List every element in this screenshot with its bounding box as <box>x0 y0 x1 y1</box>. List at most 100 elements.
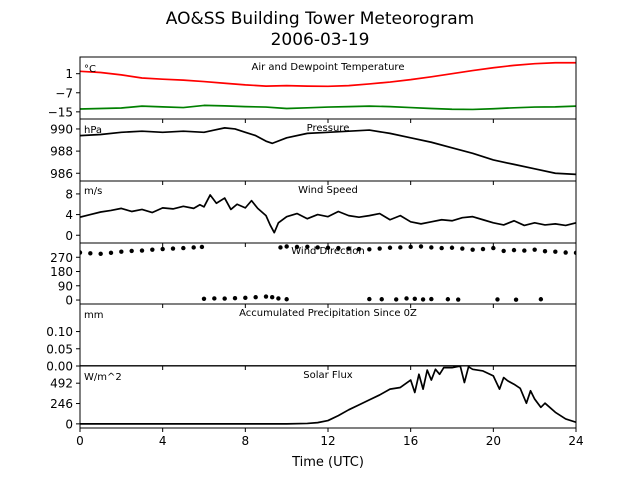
wind-direction-high-point <box>170 246 176 251</box>
precipitation-ytick-label: 0.05 <box>46 342 73 356</box>
x-tick-label: 20 <box>486 434 501 448</box>
temperature-unit: °C <box>84 64 96 75</box>
wind-direction-low-point <box>253 294 258 300</box>
solar-flux-ytick-label: 246 <box>50 397 73 411</box>
wind-direction-high-point <box>325 245 331 250</box>
x-axis-label: Time (UTC) <box>291 455 364 470</box>
wind-speed-panel: 8 4 0 Wind Speed m/s <box>65 180 577 247</box>
wind-direction-low-point <box>270 294 275 300</box>
solar-flux-ytick-label: 492 <box>50 377 73 391</box>
pressure-title: Pressure <box>307 123 350 134</box>
wind-direction-low-point <box>243 295 248 301</box>
wind-direction-high-point <box>532 247 537 252</box>
wind-direction-low-point <box>420 297 426 302</box>
wind-direction-low-point <box>429 296 434 302</box>
solar-flux-panel: 492 246 0 Solar Flux W/m^2 0 4 8 12 16 20 24 <box>50 365 584 448</box>
wind-direction-low-point <box>263 294 269 299</box>
wind-direction-low-point <box>456 297 461 302</box>
wind-direction-high-point <box>160 246 165 252</box>
wind-direction-high-point <box>491 245 496 251</box>
wind-direction-high-point <box>191 245 196 250</box>
wind-direction-high-point <box>522 248 527 253</box>
wind-direction-high-point <box>305 244 310 249</box>
temperature-title: Air and Dewpoint Temperature <box>252 62 405 73</box>
pressure-series <box>80 127 576 176</box>
x-tick-label: 24 <box>568 434 583 448</box>
pressure-ytick-label: 990 <box>50 122 73 136</box>
precipitation-ytick-label: 0.10 <box>46 325 73 339</box>
wind-direction-low-point <box>513 297 519 302</box>
wind-speed-title: Wind Speed <box>298 185 358 196</box>
wind-direction-low-point <box>394 297 399 302</box>
wind-direction-title: Wind Direction <box>291 246 365 257</box>
pressure-panel: 990 988 986 Pressure hPa <box>50 118 577 185</box>
wind-direction-low-point <box>538 297 544 302</box>
wind-direction-low-point <box>201 296 207 301</box>
wind-direction-high-point <box>449 245 455 250</box>
wind-direction-high-point <box>511 247 517 253</box>
solar-flux-unit: W/m^2 <box>84 372 122 383</box>
temperature-panel: 1 −7 −15 Air and Dewpoint Temperature °C <box>48 56 577 123</box>
wind-direction-ytick-label: 90 <box>58 279 73 293</box>
wind-direction-high-point <box>278 245 283 250</box>
wind-direction-low-point <box>379 297 384 302</box>
wind-speed-series <box>80 194 576 234</box>
wind-direction-ytick-label: 270 <box>50 251 73 265</box>
x-tick-label: 0 <box>76 434 84 448</box>
wind-direction-high-point <box>398 245 403 250</box>
wind-direction-ytick-label: 0 <box>65 294 73 308</box>
wind-direction-low-point <box>284 297 289 302</box>
pressure-ytick-label: 988 <box>50 145 73 159</box>
wind-direction-high-point <box>98 251 103 256</box>
wind-direction-high-point <box>460 246 465 251</box>
dewpoint-series <box>80 104 576 111</box>
temperature-ytick-label: −7 <box>55 86 73 100</box>
x-tick-label: 4 <box>159 434 167 448</box>
wind-direction-ytick-label: 180 <box>50 265 73 279</box>
wind-direction-low-point <box>404 296 409 301</box>
wind-direction-high-point <box>480 246 486 252</box>
wind-speed-unit: m/s <box>84 186 102 197</box>
wind-direction-high-point <box>418 244 424 249</box>
wind-direction-high-point <box>377 246 382 251</box>
wind-direction-high-point <box>129 248 134 254</box>
wind-direction-high-point <box>315 245 320 250</box>
wind-direction-high-point <box>470 247 475 252</box>
wind-direction-high-point <box>387 245 393 250</box>
wind-direction-low-point <box>495 297 500 302</box>
precipitation-panel: 0.10 0.05 0.00 Accumulated Precipitation Si… <box>46 303 577 374</box>
temperature-ytick-label: 1 <box>65 67 73 81</box>
wind-direction-high-point <box>119 249 124 254</box>
precipitation-unit: mm <box>84 310 103 321</box>
dewpoint-line <box>80 104 576 111</box>
wind-direction-high-point <box>573 250 576 256</box>
wind-direction-high-point <box>80 250 83 255</box>
wind-speed-line <box>80 194 576 234</box>
wind-direction-low-point <box>445 297 451 302</box>
solar-flux-title: Solar Flux <box>303 370 353 381</box>
wind-direction-high-point <box>408 244 413 250</box>
wind-direction-high-point <box>88 251 93 256</box>
pressure-ytick-label: 986 <box>50 167 73 181</box>
wind-speed-ytick-label: 8 <box>65 187 73 201</box>
pressure-line <box>80 127 576 176</box>
wind-direction-high-point <box>139 248 145 253</box>
solar-flux-ytick-label: 0 <box>65 417 73 431</box>
wind-speed-ytick-label: 0 <box>65 229 73 243</box>
figure-title: AO&SS Building Tower Meteorogram <box>166 9 474 29</box>
wind-direction-low-point <box>222 296 227 301</box>
wind-direction-low-point <box>212 296 217 301</box>
wind-direction-high-point <box>336 245 341 251</box>
wind-direction-high-point <box>199 244 205 250</box>
wind-direction-high-point <box>181 245 186 251</box>
wind-direction-high-point <box>553 249 558 254</box>
wind-direction-high-point <box>501 248 506 254</box>
precipitation-ytick-label: 0.00 <box>46 360 73 374</box>
wind-direction-high-point <box>108 250 114 256</box>
wind-direction-high-series <box>80 244 576 256</box>
x-tick-label: 16 <box>403 434 418 448</box>
